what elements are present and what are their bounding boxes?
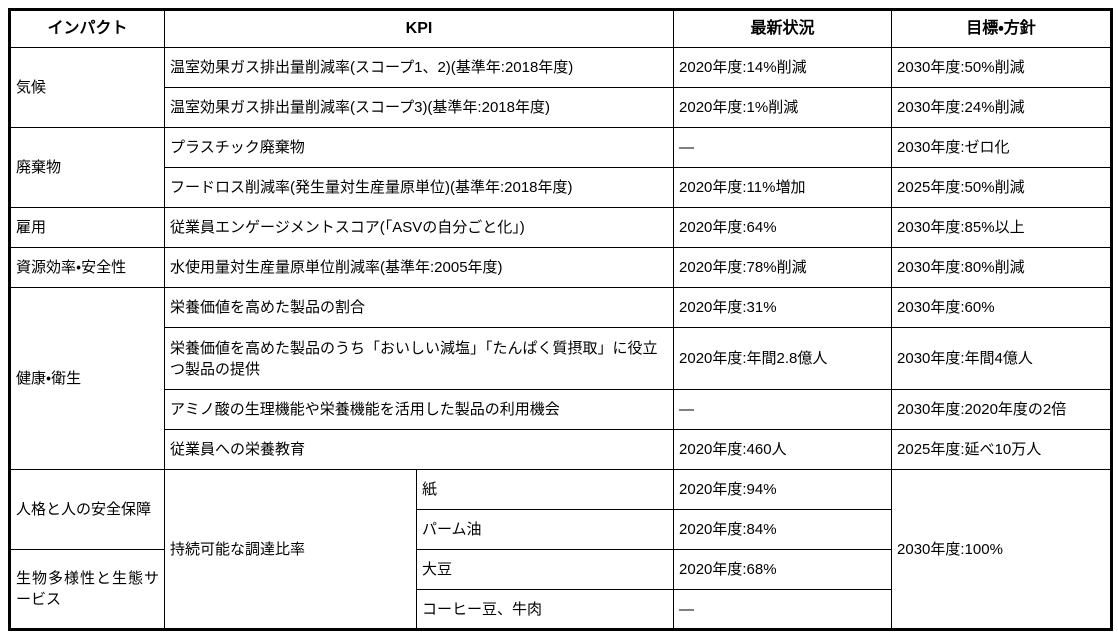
kpi-group-cell-procurement: 持続可能な調達比率 bbox=[164, 469, 417, 630]
target-cell: 2025年度:延べ10万人 bbox=[891, 429, 1113, 470]
table-row: 廃棄物 プラスチック廃棄物 ― 2030年度:ゼロ化 bbox=[9, 127, 1113, 208]
kpi-cell: 温室効果ガス排出量削減率(スコープ1、2)(基準年:2018年度) bbox=[163, 47, 675, 88]
latest-cell: 2020年度:460人 bbox=[673, 429, 893, 470]
latest-cell: 2020年度:1%削減 bbox=[673, 87, 893, 128]
kpi-table: インパクト KPI 最新状況 目標・方針 気候 温室効果ガス排出量削減率(スコー… bbox=[8, 8, 1114, 631]
table-row: コーヒー豆、牛肉 ― bbox=[10, 589, 1112, 630]
latest-cell: 2020年度:94% bbox=[673, 469, 893, 510]
table-row: 人格と人の安全保障 持続可能な調達比率 紙 2020年度:94% 2030年度:… bbox=[9, 469, 1113, 630]
table-row: 生物多様性と生態サービス 大豆 2020年度:68% bbox=[9, 549, 1112, 630]
table-row: 栄養価値を高めた製品のうち「おいしい減塩」「たんぱく質摂取」に役立つ製品の提供 … bbox=[10, 327, 1113, 390]
impact-cell-human-security: 人格と人の安全保障 bbox=[9, 469, 165, 550]
impact-cell-employment: 雇用 bbox=[9, 207, 165, 248]
kpi-item-cell: 紙 bbox=[415, 469, 675, 510]
impact-cell-resource-efficiency: 資源効率・安全性 bbox=[9, 247, 165, 288]
kpi-cell: 栄養価値を高めた製品の割合 bbox=[163, 287, 675, 328]
target-cell: 2030年度:100% bbox=[891, 469, 1113, 630]
target-cell: 2030年度:24%削減 bbox=[891, 87, 1113, 128]
kpi-cell: プラスチック廃棄物 bbox=[163, 127, 675, 168]
table-row: 温室効果ガス排出量削減率(スコープ3)(基準年:2018年度) 2020年度:1… bbox=[10, 87, 1113, 128]
kpi-cell: 水使用量対生産量原単位削減率(基準年:2005年度) bbox=[163, 247, 675, 288]
target-cell: 2030年度:85%以上 bbox=[891, 207, 1113, 248]
kpi-item-cell: コーヒー豆、牛肉 bbox=[415, 589, 675, 630]
table-row: 気候 温室効果ガス排出量削減率(スコープ1、2)(基準年:2018年度) 202… bbox=[9, 47, 1113, 128]
target-cell: 2025年度:50%削減 bbox=[891, 167, 1113, 208]
target-cell: 2030年度:60% bbox=[891, 287, 1113, 328]
kpi-item-cell: パーム油 bbox=[415, 509, 675, 550]
target-cell: 2030年度:年間4億人 bbox=[891, 327, 1113, 390]
latest-cell: 2020年度:84% bbox=[673, 509, 893, 550]
impact-cell-health: 健康・衛生 bbox=[9, 287, 165, 470]
impact-cell-biodiversity: 生物多様性と生態サービス bbox=[9, 549, 165, 630]
latest-cell: 2020年度:78%削減 bbox=[673, 247, 893, 288]
kpi-item-cell: 大豆 bbox=[415, 549, 675, 590]
latest-cell: 2020年度:年間2.8億人 bbox=[673, 327, 893, 390]
kpi-cell: 温室効果ガス排出量削減率(スコープ3)(基準年:2018年度) bbox=[163, 87, 675, 128]
kpi-cell: 従業員への栄養教育 bbox=[163, 429, 675, 470]
table-row: 健康・衛生 栄養価値を高めた製品の割合 2020年度:31% 2030年度:60… bbox=[9, 287, 1113, 470]
kpi-cell: 従業員エンゲージメントスコア(「ASVの自分ごと化」) bbox=[163, 207, 675, 248]
table-row: アミノ酸の生理機能や栄養機能を活用した製品の利用機会 ― 2030年度:2020… bbox=[10, 389, 1113, 430]
impact-cell-climate: 気候 bbox=[9, 47, 165, 128]
table-row: 従業員への栄養教育 2020年度:460人 2025年度:延べ10万人 bbox=[10, 429, 1113, 470]
header-row: インパクト KPI 最新状況 目標・方針 bbox=[9, 9, 1113, 48]
latest-cell: 2020年度:31% bbox=[673, 287, 893, 328]
latest-cell: ― bbox=[673, 127, 893, 168]
impact-cell-waste: 廃棄物 bbox=[9, 127, 165, 208]
kpi-cell: 栄養価値を高めた製品のうち「おいしい減塩」「たんぱく質摂取」に役立つ製品の提供 bbox=[163, 327, 675, 390]
header-latest-status: 最新状況 bbox=[673, 9, 893, 48]
latest-cell: 2020年度:14%削減 bbox=[673, 47, 893, 88]
header-impact: インパクト bbox=[9, 9, 165, 48]
kpi-cell: アミノ酸の生理機能や栄養機能を活用した製品の利用機会 bbox=[163, 389, 675, 430]
header-kpi: KPI bbox=[163, 9, 675, 48]
target-cell: 2030年度:ゼロ化 bbox=[891, 127, 1113, 168]
latest-cell: 2020年度:11%増加 bbox=[673, 167, 893, 208]
table-row: 資源効率・安全性 水使用量対生産量原単位削減率(基準年:2005年度) 2020… bbox=[9, 247, 1113, 288]
target-cell: 2030年度:80%削減 bbox=[891, 247, 1113, 288]
table-row: パーム油 2020年度:84% bbox=[10, 509, 1112, 550]
kpi-cell: フードロス削減率(発生量対生産量原単位)(基準年:2018年度) bbox=[163, 167, 675, 208]
table-row: 雇用 従業員エンゲージメントスコア(「ASVの自分ごと化」) 2020年度:64… bbox=[9, 207, 1113, 248]
target-cell: 2030年度:2020年度の2倍 bbox=[891, 389, 1113, 430]
latest-cell: ― bbox=[673, 389, 893, 430]
table-row: フードロス削減率(発生量対生産量原単位)(基準年:2018年度) 2020年度:… bbox=[10, 167, 1113, 208]
latest-cell: 2020年度:68% bbox=[673, 549, 893, 590]
target-cell: 2030年度:50%削減 bbox=[891, 47, 1113, 88]
latest-cell: ― bbox=[673, 589, 893, 630]
latest-cell: 2020年度:64% bbox=[673, 207, 893, 248]
header-target-policy: 目標・方針 bbox=[891, 9, 1113, 48]
